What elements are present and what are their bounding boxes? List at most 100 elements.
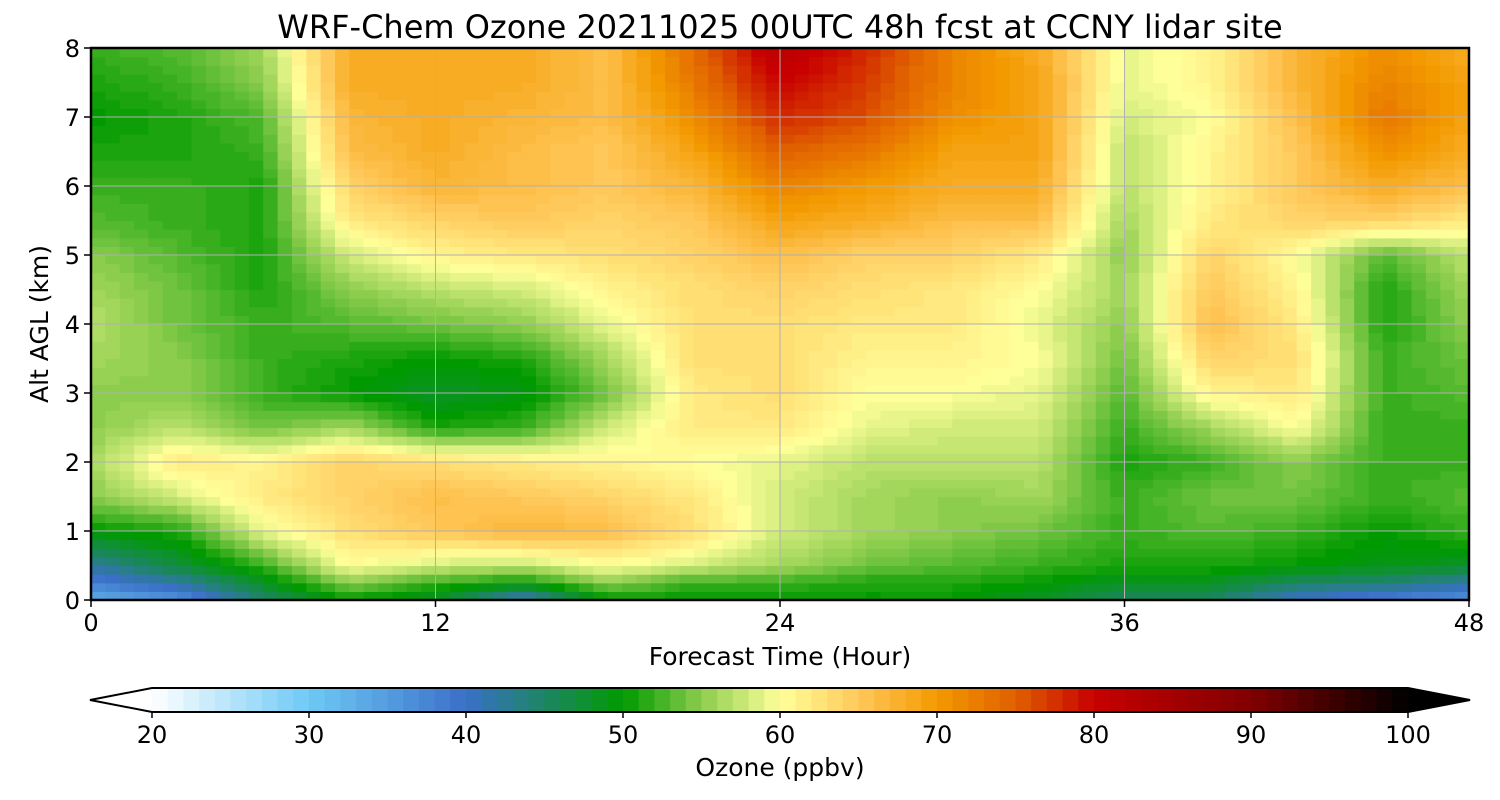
heatmap-cell xyxy=(535,462,551,472)
heatmap-cell xyxy=(421,574,437,584)
heatmap-cell xyxy=(679,505,695,515)
heatmap-cell xyxy=(693,479,709,489)
heatmap-cell xyxy=(722,177,738,187)
heatmap-cell xyxy=(306,332,322,342)
heatmap-cell xyxy=(119,272,135,282)
heatmap-cell xyxy=(248,151,264,161)
heatmap-cell xyxy=(521,574,537,584)
heatmap-cell xyxy=(622,186,638,196)
heatmap-cell xyxy=(306,462,322,472)
heatmap-cell xyxy=(665,246,681,256)
heatmap-cell xyxy=(1038,255,1054,265)
heatmap-cell xyxy=(134,513,150,523)
heatmap-cell xyxy=(937,505,953,515)
heatmap-cell xyxy=(1296,186,1312,196)
heatmap-cell xyxy=(1167,237,1183,247)
heatmap-cell xyxy=(880,462,896,472)
heatmap-cell xyxy=(909,384,925,394)
heatmap-cell xyxy=(191,453,207,463)
heatmap-cell xyxy=(1354,462,1370,472)
heatmap-cell xyxy=(1239,203,1255,213)
heatmap-cell xyxy=(306,324,322,334)
heatmap-cell xyxy=(564,410,580,420)
heatmap-cell xyxy=(808,289,824,299)
heatmap-cell xyxy=(952,556,968,567)
heatmap-cell xyxy=(363,246,379,256)
heatmap-cell xyxy=(105,427,121,437)
heatmap-cell xyxy=(1009,367,1025,377)
heatmap-cell xyxy=(1052,591,1068,601)
heatmap-cell xyxy=(392,306,408,316)
heatmap-cell xyxy=(966,349,982,360)
heatmap-cell xyxy=(636,272,652,282)
heatmap-cell xyxy=(1009,574,1025,584)
heatmap-cell xyxy=(1411,367,1427,377)
heatmap-cell xyxy=(263,237,279,247)
heatmap-cell xyxy=(1354,194,1370,204)
heatmap-cell xyxy=(392,367,408,377)
heatmap-cell xyxy=(1239,246,1255,256)
heatmap-cell xyxy=(1052,306,1068,316)
heatmap-cell xyxy=(823,591,839,601)
heatmap-cell xyxy=(406,393,422,403)
heatmap-cell xyxy=(808,263,824,273)
heatmap-cell xyxy=(1067,453,1083,463)
heatmap-cell xyxy=(263,367,279,377)
heatmap-cell xyxy=(579,427,594,437)
heatmap-cell xyxy=(492,410,508,420)
heatmap-cell xyxy=(134,531,150,541)
heatmap-cell xyxy=(1339,168,1355,178)
heatmap-cell xyxy=(162,436,178,446)
heatmap-cell xyxy=(937,401,953,411)
heatmap-cell xyxy=(478,211,494,222)
heatmap-cell xyxy=(794,487,810,498)
heatmap-cell xyxy=(952,418,968,429)
heatmap-cell xyxy=(966,220,982,230)
heatmap-cell xyxy=(722,367,738,377)
heatmap-cell xyxy=(1253,263,1269,273)
heatmap-cell xyxy=(736,324,752,334)
heatmap-cell xyxy=(1325,505,1341,515)
heatmap-cell xyxy=(177,324,193,334)
heatmap-cell xyxy=(1440,280,1456,291)
heatmap-cell xyxy=(191,513,207,523)
heatmap-cell xyxy=(708,151,724,161)
heatmap-cell xyxy=(1081,315,1097,325)
heatmap-cell xyxy=(837,539,853,549)
heatmap-cell xyxy=(1354,496,1370,506)
heatmap-cell xyxy=(392,401,408,411)
heatmap-cell xyxy=(765,280,781,291)
heatmap-cell xyxy=(119,255,135,265)
heatmap-cell xyxy=(435,324,451,334)
heatmap-cell xyxy=(1138,168,1154,178)
heatmap-cell xyxy=(177,401,193,411)
heatmap-cell xyxy=(392,289,408,299)
heatmap-cell xyxy=(134,142,150,153)
heatmap-cell xyxy=(421,289,437,299)
heatmap-cell xyxy=(148,341,164,351)
heatmap-cell xyxy=(780,427,795,437)
heatmap-cell xyxy=(1425,591,1441,601)
heatmap-cell xyxy=(1081,444,1097,454)
heatmap-cell xyxy=(665,479,681,489)
heatmap-cell xyxy=(866,375,882,385)
heatmap-cell xyxy=(134,194,150,204)
heatmap-cell xyxy=(1095,375,1111,385)
heatmap-cell xyxy=(851,315,867,325)
heatmap-cell xyxy=(1296,289,1312,299)
heatmap-cell xyxy=(909,470,925,480)
heatmap-cell xyxy=(564,479,580,489)
heatmap-cell xyxy=(1311,539,1327,549)
heatmap-cell xyxy=(708,565,724,575)
heatmap-cell xyxy=(1311,186,1327,196)
heatmap-cell xyxy=(148,582,164,592)
heatmap-cell xyxy=(464,211,480,222)
heatmap-cell xyxy=(406,410,422,420)
heatmap-cell xyxy=(478,582,494,592)
heatmap-cell xyxy=(980,203,996,213)
heatmap-cell xyxy=(780,531,795,541)
heatmap-cell xyxy=(1124,324,1140,334)
heatmap-cell xyxy=(564,444,580,454)
heatmap-cell xyxy=(607,513,623,523)
heatmap-cell xyxy=(1224,194,1240,204)
